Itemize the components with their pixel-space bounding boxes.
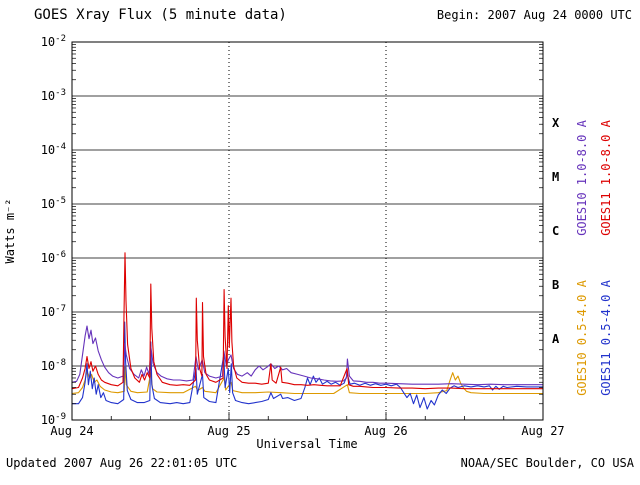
flare-class-label: B (552, 278, 559, 292)
vertical-day-gridlines (228, 42, 387, 420)
plot-area-border (71, 41, 544, 421)
legend-label-2: GOES10 0.5-4.0 A (575, 279, 589, 395)
updated-label: Updated 2007 Aug 26 22:01:05 UTC (6, 456, 237, 470)
legend-label-0: GOES10 1.0-8.0 A (575, 119, 589, 235)
x-tick-labels: Aug 24 Aug 25 Aug 26 Aug 27 (50, 424, 564, 438)
series-legend: GOES10 1.0-8.0 A GOES11 1.0-8.0 A GOES10 0… (575, 119, 613, 395)
y-tick-label: 10-2 (41, 34, 66, 49)
series-line-3 (71, 321, 544, 410)
horizontal-gridlines (72, 41, 543, 421)
y-tick-label: 10-8 (41, 358, 66, 373)
source-label: NOAA/SEC Boulder, CO USA (461, 456, 635, 470)
legend-label-1: GOES11 1.0-8.0 A (599, 119, 613, 235)
x-axis-title: Universal Time (256, 437, 357, 451)
flare-class-labels: X M C B A (552, 116, 560, 346)
axis-ticks (72, 44, 543, 420)
series-line-0 (71, 325, 544, 386)
flare-class-label: A (552, 332, 560, 346)
y-tick-labels: 10-210-310-410-510-610-710-810-9 (41, 34, 66, 427)
flare-class-label: M (552, 170, 559, 184)
x-tick-label: Aug 25 (207, 424, 250, 438)
y-tick-label: 10-5 (41, 196, 66, 211)
y-tick-label: 10-4 (41, 142, 66, 157)
begin-label: Begin: 2007 Aug 24 0000 UTC (437, 8, 632, 22)
y-tick-label: 10-3 (41, 88, 66, 103)
flare-class-label: X (552, 116, 560, 130)
x-tick-label: Aug 26 (364, 424, 407, 438)
x-tick-label: Aug 27 (521, 424, 564, 438)
y-axis-title: Watts m⁻² (3, 198, 17, 263)
x-tick-label: Aug 24 (50, 424, 93, 438)
chart-title: GOES Xray Flux (5 minute data) (34, 7, 287, 23)
series-lines (71, 252, 544, 410)
flare-class-label: C (552, 224, 559, 238)
y-tick-label: 10-7 (41, 304, 66, 319)
series-line-1 (71, 252, 544, 390)
legend-label-3: GOES11 0.5-4.0 A (599, 279, 613, 395)
y-tick-label: 10-6 (41, 250, 66, 265)
